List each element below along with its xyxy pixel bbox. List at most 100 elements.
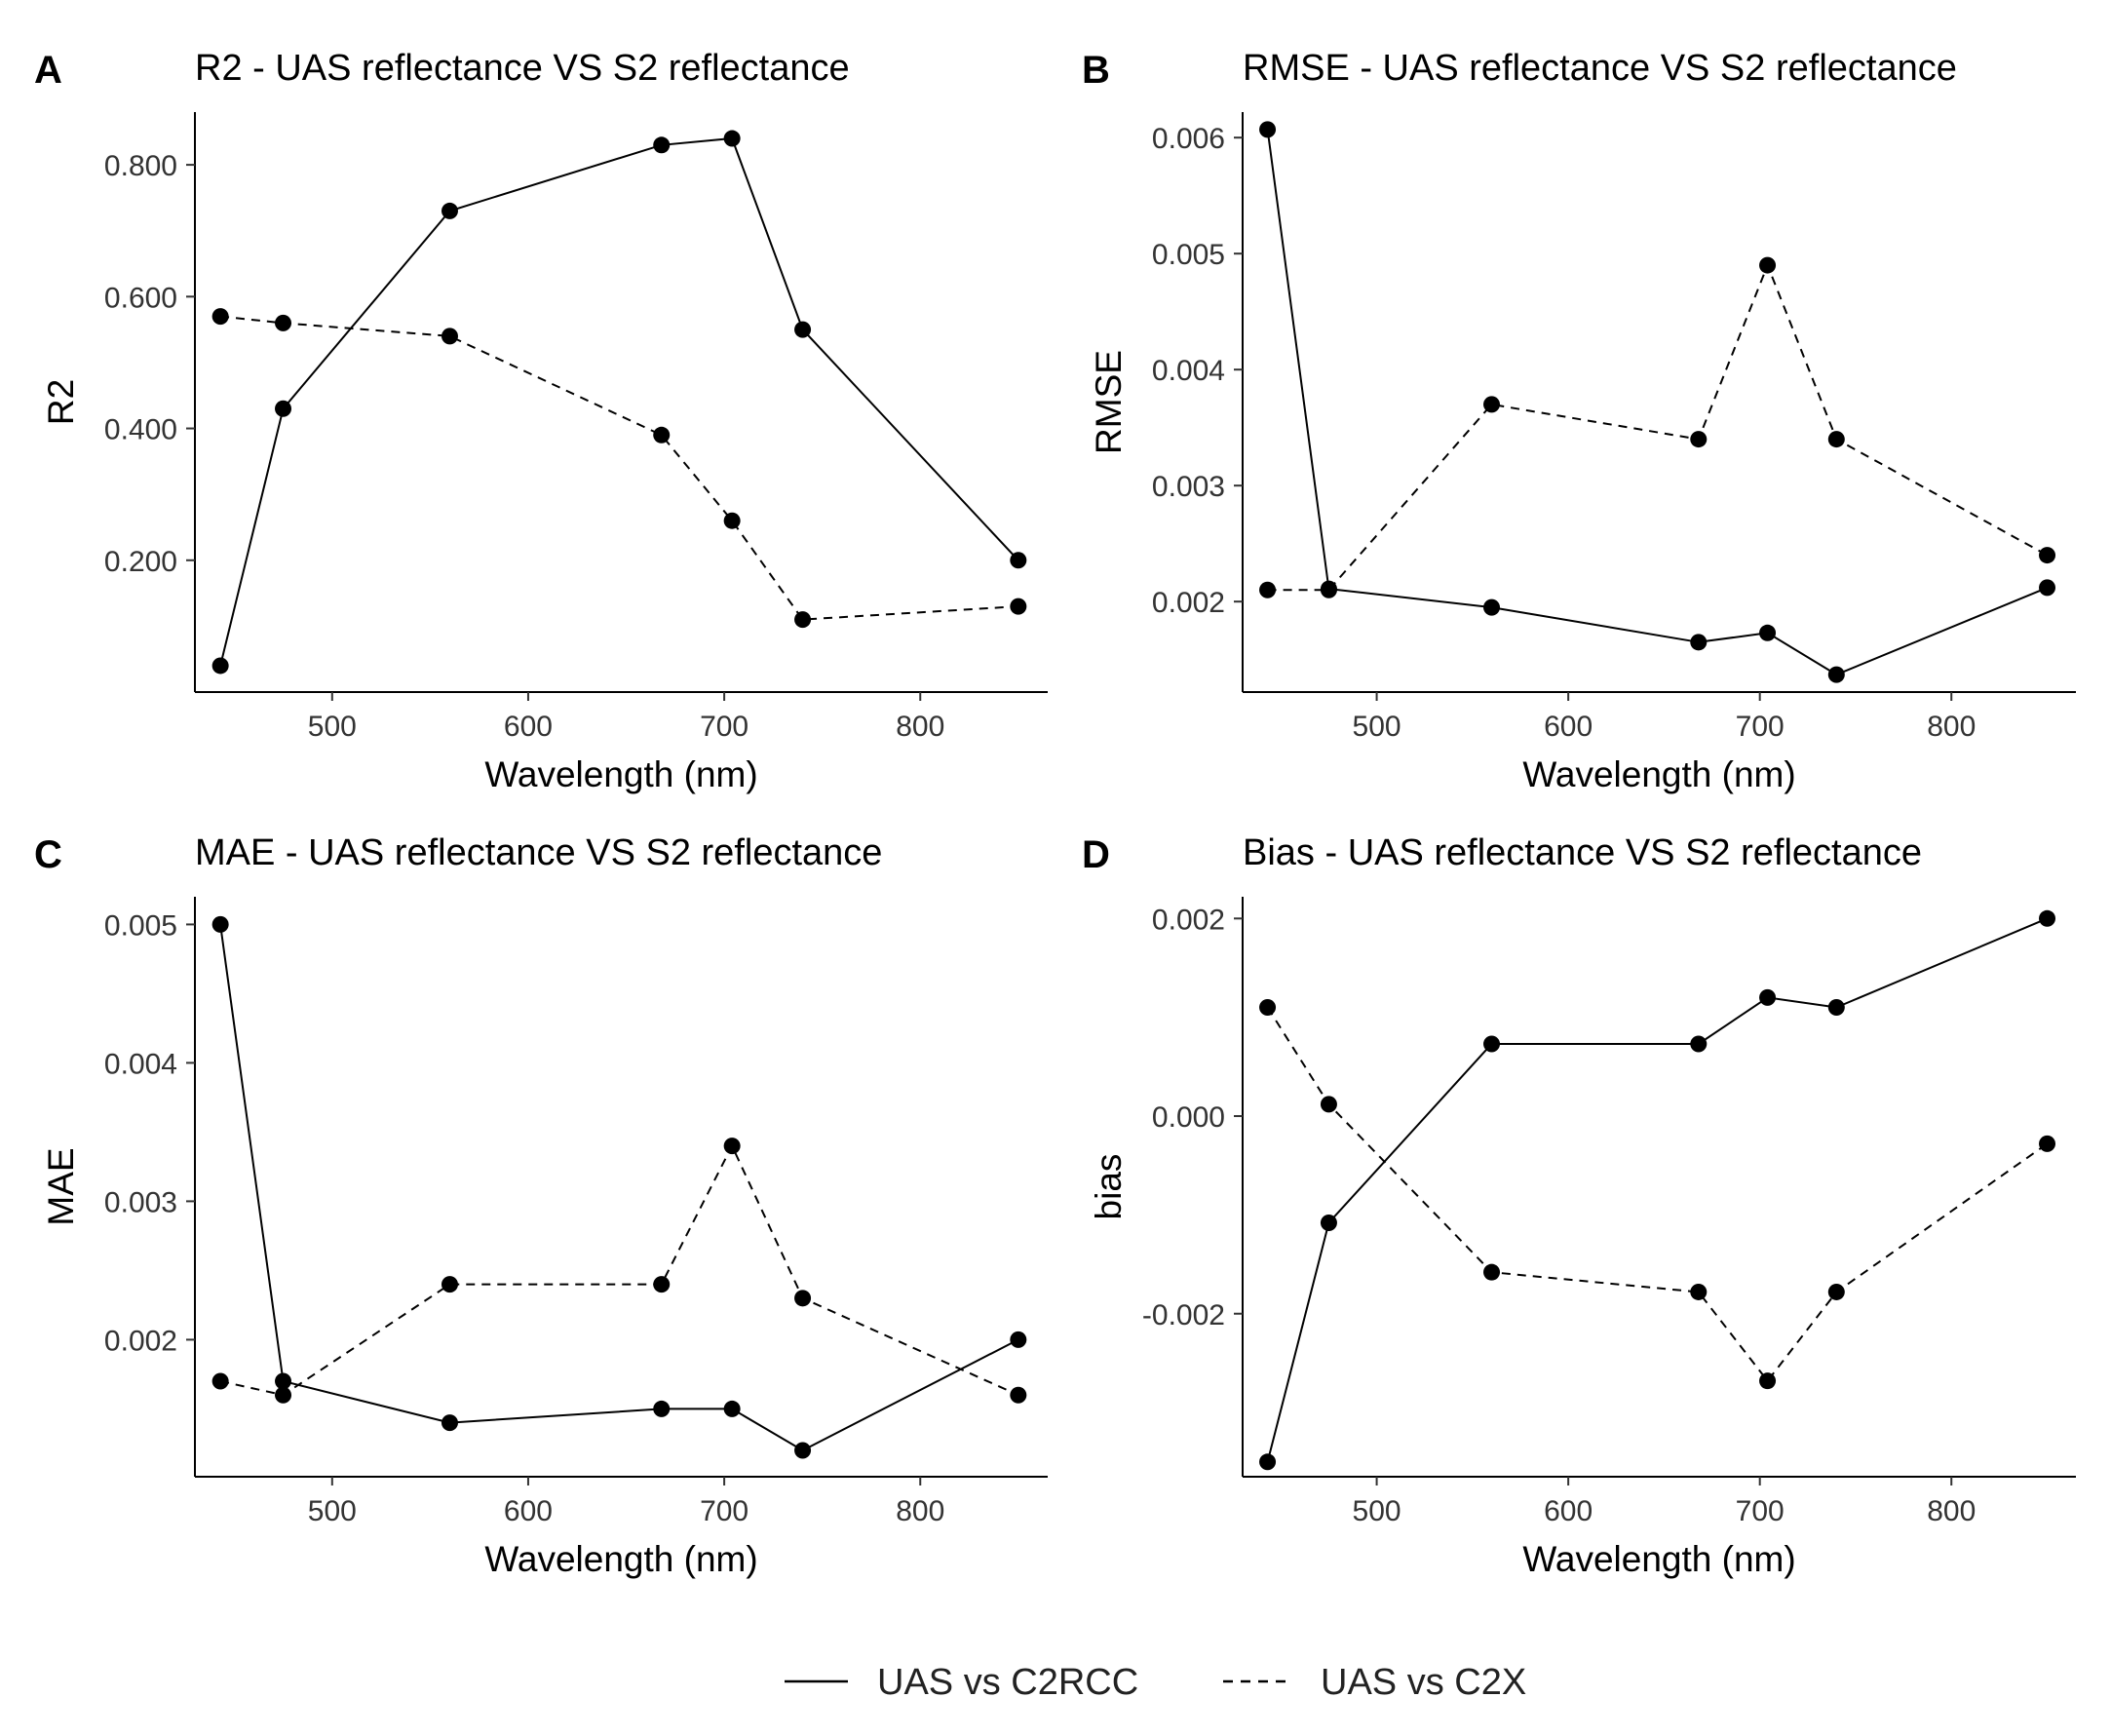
legend-label-c2rcc: UAS vs C2RCC — [877, 1662, 1138, 1703]
x-tick-label: 500 — [308, 1495, 357, 1527]
data-point-c2x — [1259, 999, 1277, 1017]
x-tick-label: 600 — [1544, 711, 1593, 743]
y-tick-label: 0.002 — [1152, 587, 1225, 619]
y-tick-label: 0.002 — [104, 1325, 177, 1357]
data-point-c2x — [723, 1138, 741, 1155]
data-point-c2rcc — [1483, 1035, 1501, 1053]
panel-letter: A — [34, 49, 62, 92]
data-point-c2x — [2039, 1135, 2056, 1152]
data-point-c2rcc — [1010, 1331, 1027, 1348]
legend-label-c2x: UAS vs C2X — [1321, 1662, 1526, 1703]
data-point-c2rcc — [1759, 624, 1777, 641]
data-point-c2rcc — [1259, 1453, 1277, 1471]
x-tick-label: 600 — [504, 1495, 553, 1527]
data-point-c2x — [1483, 396, 1501, 413]
data-point-c2rcc — [441, 1414, 458, 1432]
data-point-c2x — [1320, 581, 1337, 598]
data-point-c2x — [275, 1386, 292, 1404]
data-point-c2x — [723, 512, 741, 529]
series-line-c2x — [1267, 262, 2048, 592]
panel-letter: B — [1082, 49, 1110, 92]
y-tick-label: 0.005 — [104, 909, 177, 942]
data-point-c2rcc — [1690, 1035, 1708, 1053]
data-point-c2x — [275, 314, 292, 331]
data-point-c2x — [1259, 581, 1277, 598]
panel-title: R2 - UAS reflectance VS S2 reflectance — [195, 48, 850, 89]
data-point-c2x — [1320, 1096, 1337, 1113]
x-tick-label: 800 — [1927, 711, 1976, 743]
panel-c: C MAE - UAS reflectance VS S2 reflectance… — [34, 832, 1048, 1579]
data-point-c2x — [653, 1276, 671, 1293]
x-axis-title: Wavelength (nm) — [484, 1539, 757, 1579]
y-tick-label: 0.400 — [104, 414, 177, 446]
y-axis-title: bias — [1089, 1154, 1129, 1220]
y-axis-title: MAE — [41, 1147, 81, 1225]
data-point-c2x — [441, 1276, 458, 1293]
x-tick-label: 800 — [1927, 1495, 1976, 1527]
data-point-c2x — [441, 328, 458, 345]
data-point-c2rcc — [1827, 999, 1845, 1017]
data-point-c2x — [1690, 1283, 1708, 1300]
data-point-c2rcc — [1259, 121, 1277, 138]
data-point-c2rcc — [723, 1400, 741, 1417]
x-tick-label: 800 — [896, 1495, 944, 1527]
data-point-c2rcc — [1690, 634, 1708, 651]
data-point-c2rcc — [1320, 1214, 1337, 1231]
series-line-c2rcc — [1266, 129, 2048, 676]
x-tick-label: 700 — [1736, 1495, 1785, 1527]
y-tick-label: 0.200 — [104, 546, 177, 578]
data-point-c2rcc — [1827, 666, 1845, 683]
data-point-c2x — [1690, 431, 1708, 448]
y-tick-label: 0.600 — [104, 282, 177, 314]
series-line-c2rcc — [219, 136, 1019, 667]
data-point-c2x — [1010, 598, 1027, 615]
data-point-c2x — [211, 308, 229, 326]
data-point-c2rcc — [1759, 988, 1777, 1006]
x-tick-label: 800 — [896, 711, 944, 743]
x-tick-label: 700 — [700, 711, 748, 743]
y-tick-label: 0.003 — [1152, 471, 1225, 503]
series-line-c2rcc — [219, 924, 1019, 1452]
data-point-c2x — [1827, 431, 1845, 448]
x-tick-label: 500 — [1353, 1495, 1401, 1527]
data-point-c2x — [211, 1372, 229, 1390]
data-point-c2x — [1759, 1372, 1777, 1390]
data-point-c2x — [794, 611, 812, 629]
series-line-c2x — [219, 315, 1018, 621]
data-point-c2x — [794, 1290, 812, 1307]
data-point-c2rcc — [275, 1372, 292, 1390]
data-point-c2rcc — [1010, 552, 1027, 569]
x-axis-title: Wavelength (nm) — [1522, 754, 1795, 794]
x-tick-label: 600 — [504, 711, 553, 743]
data-point-c2rcc — [211, 657, 229, 675]
series-line-c2x — [219, 1143, 1019, 1397]
panel-d: D Bias - UAS reflectance VS S2 reflectanc… — [1082, 832, 2076, 1579]
data-point-c2rcc — [275, 400, 292, 417]
data-point-c2x — [2039, 547, 2056, 564]
y-tick-label: 0.005 — [1152, 239, 1225, 271]
panel-letter: C — [34, 833, 62, 876]
x-tick-label: 500 — [1353, 711, 1401, 743]
data-point-c2x — [653, 426, 671, 444]
data-point-c2x — [1010, 1386, 1027, 1404]
data-point-c2rcc — [653, 136, 671, 154]
y-tick-label: 0.002 — [1152, 904, 1225, 936]
data-point-c2rcc — [794, 321, 812, 338]
data-point-c2x — [1759, 256, 1777, 274]
data-point-c2rcc — [794, 1442, 812, 1459]
series-line-c2x — [1266, 1006, 2049, 1383]
y-tick-label: 0.006 — [1152, 123, 1225, 155]
x-axis-title: Wavelength (nm) — [484, 754, 757, 794]
panel-title: MAE - UAS reflectance VS S2 reflectance — [195, 832, 882, 873]
x-tick-label: 700 — [1736, 711, 1785, 743]
x-axis-title: Wavelength (nm) — [1522, 1539, 1795, 1579]
panel-a: A R2 - UAS reflectance VS S2 reflectance 5… — [34, 48, 1048, 794]
data-point-c2x — [1827, 1283, 1845, 1300]
panel-title: RMSE - UAS reflectance VS S2 reflectance — [1243, 48, 1957, 89]
data-point-c2rcc — [441, 202, 458, 219]
data-point-c2rcc — [723, 130, 741, 147]
panel-b: B RMSE - UAS reflectance VS S2 reflectanc… — [1082, 48, 2076, 794]
y-tick-label: 0.800 — [104, 150, 177, 182]
data-point-c2rcc — [2039, 579, 2056, 597]
